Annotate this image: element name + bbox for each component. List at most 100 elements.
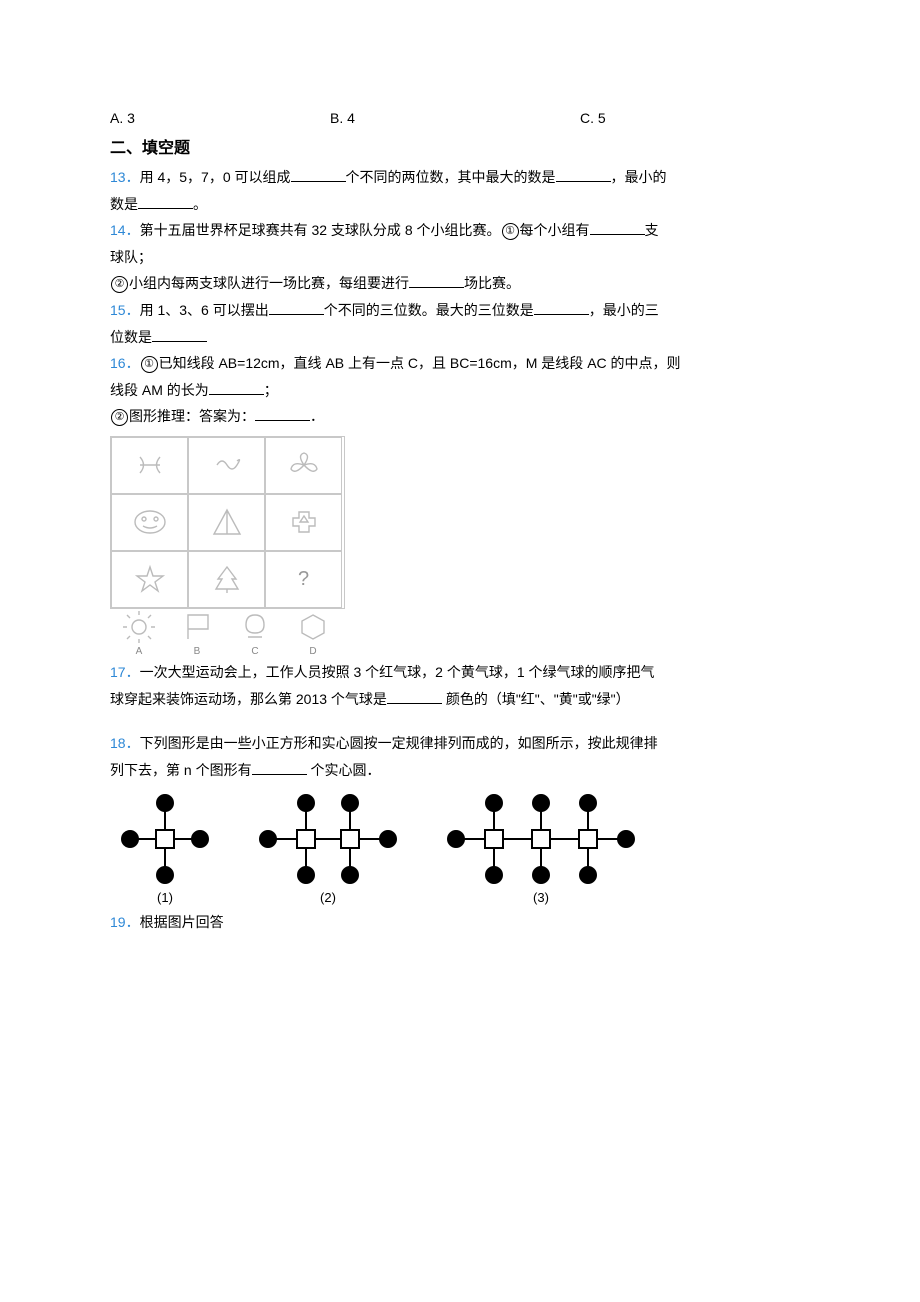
q13-t3: ，最小的 <box>611 169 667 185</box>
grid-cell: ? <box>265 551 342 608</box>
q15-t2: 个不同的三位数。最大的三位数是 <box>324 302 534 318</box>
q15-t4: 位数是 <box>110 329 152 345</box>
q15-num: 15． <box>110 302 140 318</box>
pattern-2: (2) <box>248 791 408 905</box>
q13-t2: 个不同的两位数，其中最大的数是 <box>346 169 556 185</box>
q17-t2: 球穿起来装饰运动场，那么第 2013 个气球是 <box>110 691 387 707</box>
blank <box>138 195 193 209</box>
circle-1-icon: ① <box>502 223 519 240</box>
q16-t5: ． <box>310 408 324 424</box>
blank <box>409 275 464 289</box>
q13-num: 13． <box>110 169 140 185</box>
q14-num: 14． <box>110 222 140 238</box>
hex-icon <box>294 611 332 643</box>
q16-line2: 线段 AM 的长为 ； <box>110 377 810 404</box>
q13-t4: 数是 <box>110 196 138 212</box>
q18-t1: 下列图形是由一些小正方形和实心圆按一定规律排列而成的，如图所示，按此规律排 <box>140 735 658 751</box>
q19-t1: 根据图片回答 <box>140 914 224 930</box>
grid-cell <box>188 551 265 608</box>
option-b: B. 4 <box>330 110 580 126</box>
option-c: C. 5 <box>580 110 606 126</box>
star-icon <box>127 561 173 597</box>
q14-t6: 场比赛。 <box>464 275 520 291</box>
grid-cell <box>111 437 188 494</box>
circle-2-icon: ② <box>111 409 128 426</box>
q17-t3: 颜色的（填"红"、"黄"或"绿"） <box>442 691 630 707</box>
loops-icon <box>204 447 250 483</box>
q16-t4: 图形推理：答案为： <box>129 408 255 424</box>
flag-icon <box>178 611 216 643</box>
tree-icon <box>204 561 250 597</box>
blank <box>387 690 442 704</box>
answer-options: A B C D <box>110 609 345 657</box>
pattern-2-icon <box>248 791 408 886</box>
q16-t3: ； <box>264 382 278 398</box>
blank <box>590 222 645 236</box>
q18-t2: 列下去，第 n 个图形有 <box>110 762 252 778</box>
q16-num: 16． <box>110 355 140 371</box>
q15-t3: ，最小的三 <box>589 302 659 318</box>
q17: 17．一次大型运动会上，工作人员按照 3 个红气球，2 个黄气球，1 个绿气球的… <box>110 659 810 686</box>
face-icon <box>127 504 173 540</box>
q14-line2: 球队； <box>110 244 810 271</box>
label: (1) <box>157 890 173 905</box>
q15-line2: 位数是 <box>110 324 810 351</box>
flower-icon <box>281 447 327 483</box>
q19-num: 19． <box>110 914 140 930</box>
blank <box>291 168 346 182</box>
q17-num: 17． <box>110 664 140 680</box>
pattern-3-icon <box>436 791 646 886</box>
q16-line3: ②图形推理：答案为： ． <box>110 403 810 430</box>
q17-line2: 球穿起来装饰运动场，那么第 2013 个气球是 颜色的（填"红"、"黄"或"绿"… <box>110 686 810 713</box>
q18-num: 18． <box>110 735 140 751</box>
grid-cell <box>188 437 265 494</box>
blank <box>209 381 264 395</box>
mc-options: A. 3 B. 4 C. 5 <box>110 110 810 126</box>
q18: 18．下列图形是由一些小正方形和实心圆按一定规律排列而成的，如图所示，按此规律排 <box>110 730 810 757</box>
label: (3) <box>533 890 549 905</box>
q14-t3: 支 <box>645 222 659 238</box>
q18-figure: (1) (2) <box>110 791 810 905</box>
q16-t2: 线段 AM 的长为 <box>110 382 209 398</box>
q16-t1: 已知线段 AB=12cm，直线 AB 上有一点 C，且 BC=16cm，M 是线… <box>159 355 681 371</box>
blank <box>152 328 207 342</box>
opt-a: A <box>110 609 168 657</box>
q14-t5: 小组内每两支球队进行一场比赛，每组要进行 <box>129 275 409 291</box>
blank <box>534 301 589 315</box>
q16-figure: ? A B C D <box>110 436 345 657</box>
puzzle-grid: ? <box>110 436 345 609</box>
q13: 13．用 4，5，7，0 可以组成个不同的两位数，其中最大的数是，最小的 <box>110 164 810 191</box>
blank <box>556 168 611 182</box>
circle-1-icon: ① <box>141 356 158 373</box>
q15: 15．用 1、3、6 可以摆出个不同的三位数。最大的三位数是，最小的三 <box>110 297 810 324</box>
q14-t1: 第十五届世界杯足球赛共有 32 支球队分成 8 个小组比赛。 <box>140 222 501 238</box>
blank <box>255 408 310 422</box>
label: (2) <box>320 890 336 905</box>
triangle-icon <box>204 504 250 540</box>
grid-cell <box>265 494 342 551</box>
q14-t2: 每个小组有 <box>520 222 590 238</box>
q19: 19．根据图片回答 <box>110 909 810 936</box>
option-a: A. 3 <box>110 110 330 126</box>
opt-d: D <box>284 609 342 657</box>
pattern-1-icon <box>110 791 220 886</box>
pisces-icon <box>127 447 173 483</box>
pattern-1: (1) <box>110 791 220 905</box>
cup-icon <box>236 611 274 643</box>
q14: 14．第十五届世界杯足球赛共有 32 支球队分成 8 个小组比赛。①每个小组有 支 <box>110 217 810 244</box>
q13-line2: 数是 。 <box>110 191 810 218</box>
opt-b: B <box>168 609 226 657</box>
cross-shield-icon <box>281 504 327 540</box>
q13-t5: 。 <box>193 196 207 212</box>
pattern-3: (3) <box>436 791 646 905</box>
sun-icon <box>120 611 158 643</box>
q18-t3: 个实心圆． <box>307 762 381 778</box>
blank <box>252 761 307 775</box>
blank <box>269 301 324 315</box>
q16: 16．①已知线段 AB=12cm，直线 AB 上有一点 C，且 BC=16cm，… <box>110 350 810 377</box>
q14-t4: 球队； <box>110 249 152 265</box>
q17-t1: 一次大型运动会上，工作人员按照 3 个红气球，2 个黄气球，1 个绿气球的顺序把… <box>140 664 655 680</box>
circle-2-icon: ② <box>111 276 128 293</box>
opt-c: C <box>226 609 284 657</box>
grid-cell <box>188 494 265 551</box>
